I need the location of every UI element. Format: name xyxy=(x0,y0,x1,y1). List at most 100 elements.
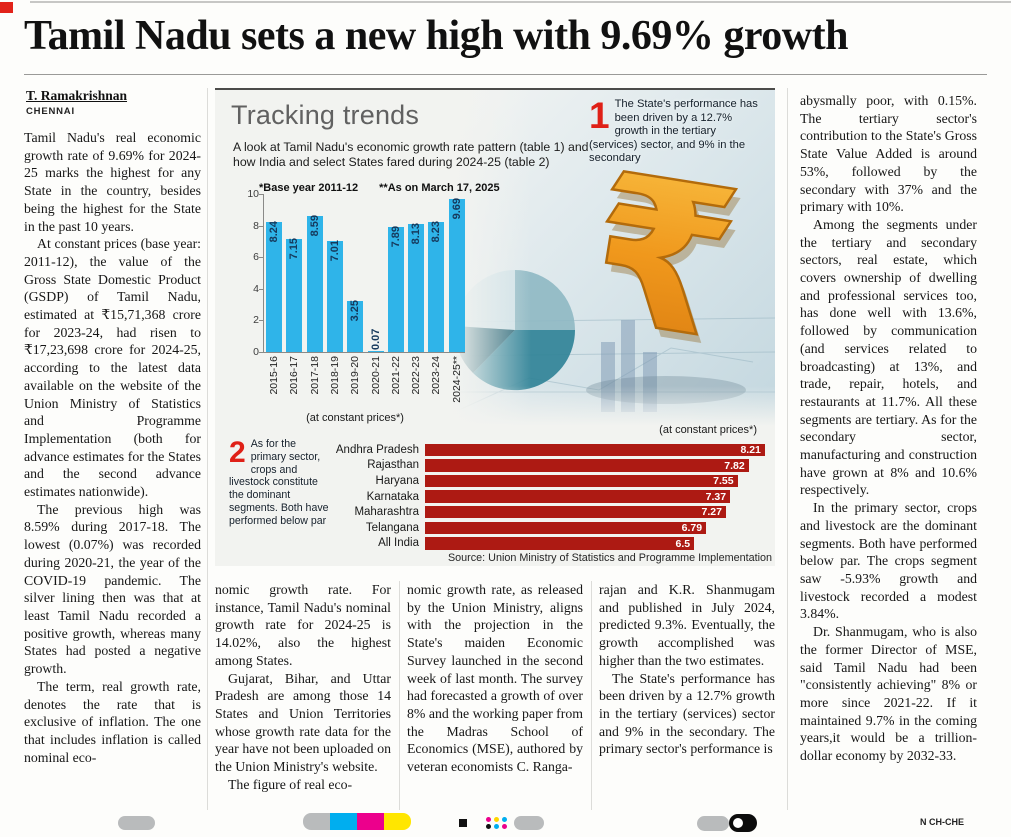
infographic-intro: A look at Tamil Nadu's economic growth r… xyxy=(233,140,589,169)
y-tick-label: 0 xyxy=(253,346,259,358)
bar xyxy=(286,239,303,352)
bar xyxy=(326,241,343,352)
paragraph: The State's performance has been driven … xyxy=(599,670,775,757)
bar xyxy=(306,216,323,352)
callout-1-text: The State's performance has been driven … xyxy=(589,98,758,165)
chart2-axis-note: (at constant prices*) xyxy=(659,424,757,436)
paragraph: abysmally poor, with 0.15%. The tertiary… xyxy=(800,93,977,215)
column-rule xyxy=(591,581,592,810)
chart-row: All India 6.5 xyxy=(227,536,772,552)
bar-label: Maharashtra xyxy=(354,506,419,519)
chart-row: Andhra Pradesh 8.21 xyxy=(227,442,772,458)
registration-pill xyxy=(118,816,155,830)
article-column-3: nomic growth rate, as released by the Un… xyxy=(407,581,583,812)
y-tick-label: 2 xyxy=(253,314,259,327)
dot-cyan xyxy=(502,817,507,822)
x-tick-label: 2018-19 xyxy=(328,356,341,395)
bar-label: Karnataka xyxy=(366,490,419,503)
y-tick-mark xyxy=(259,352,263,353)
chart-row: Haryana 7.55 xyxy=(227,473,772,489)
chart-row: Telangana 6.79 xyxy=(227,520,772,536)
bar xyxy=(448,198,465,352)
paragraph: In the primary sector, crops and livesto… xyxy=(800,500,977,622)
headline: Tamil Nadu sets a new high with 9.69% gr… xyxy=(24,13,848,59)
article-column-2: nomic growth rate. For instance, Tamil N… xyxy=(215,581,391,812)
bar-label: All India xyxy=(378,537,419,550)
x-tick-label: 2024-25** xyxy=(450,356,463,403)
x-tick-label: 2022-23 xyxy=(410,356,423,395)
bar-value: 6.79 xyxy=(681,522,703,535)
edition-code: N CH-CHE xyxy=(920,817,964,827)
paragraph: nomic growth rate. For instance, Tamil N… xyxy=(215,582,391,668)
callout-2: 2 As for the primary sector, crops and l… xyxy=(229,438,333,528)
blob-white-circle xyxy=(733,818,743,828)
article-column-4: rajan and K.R. Shanmugam and published i… xyxy=(599,581,775,812)
bar-value: 7.55 xyxy=(713,475,734,488)
growth-bar-chart: 0 2 4 6 8 10 8.24 2015-16 7.15 2016-17 8.59 2017-18… xyxy=(237,188,477,436)
y-tick-label: 10 xyxy=(247,188,259,200)
bar xyxy=(266,221,282,352)
callout-2-text: As for the primary sector, crops and liv… xyxy=(229,438,329,527)
registration-black-square xyxy=(459,819,467,827)
svg-text:₹: ₹ xyxy=(574,129,752,386)
states-bar-chart: Andhra Pradesh 8.21 Rajasthan 7.82 Haryana 7.… xyxy=(227,442,772,551)
bar-value: 8.13 xyxy=(410,222,423,244)
bar-value: 9.69 xyxy=(450,197,463,220)
bar-label: Haryana xyxy=(375,474,419,487)
strip-yellow xyxy=(384,813,411,830)
bar-value: 6.5 xyxy=(675,537,691,550)
bar-label: Rajasthan xyxy=(367,459,419,472)
y-tick-mark xyxy=(259,194,263,195)
bar: 7.55 xyxy=(425,474,738,488)
dot-yellow xyxy=(494,817,499,822)
bar xyxy=(428,221,445,352)
registration-red-square xyxy=(0,2,13,13)
paragraph: Tamil Nadu's real economic growth rate o… xyxy=(24,130,201,234)
x-tick-label: 2019-20 xyxy=(349,356,362,395)
bar-value: 7.01 xyxy=(328,240,341,262)
bar-value: 8.21 xyxy=(740,444,761,457)
paragraph: At constant prices (base year: 2011-12),… xyxy=(24,236,201,500)
byline-dateline: CHENNAI xyxy=(26,106,75,117)
bar: 7.37 xyxy=(425,490,731,503)
y-tick-label: 6 xyxy=(253,251,259,264)
bar-value: 8.59 xyxy=(308,215,321,237)
callout-1-number: 1 xyxy=(589,95,610,136)
infographic-panel: ₹ ₹ Tracking trends A look at Tamil Nadu… xyxy=(215,88,775,566)
strip-cyan xyxy=(330,813,357,830)
paragraph: Among the segments under the tertiary an… xyxy=(800,216,977,498)
dot-black xyxy=(486,824,491,829)
y-tick-mark xyxy=(259,257,263,259)
note-base-year: *Base year 2011-12 xyxy=(259,182,359,194)
source-line: Source: Union Ministry of Statistics and… xyxy=(447,552,772,564)
strip-magenta xyxy=(357,813,384,830)
chart-row: Rajasthan 7.82 xyxy=(227,458,772,474)
column-rule xyxy=(787,88,788,810)
y-tick-mark xyxy=(259,288,263,290)
dot-magenta xyxy=(502,824,507,829)
paragraph: nomic growth rate, as released by the Un… xyxy=(407,582,583,775)
strip-gray xyxy=(303,813,330,830)
y-tick-label: 4 xyxy=(253,282,259,295)
y-tick-mark xyxy=(259,225,263,227)
paragraph: Dr. Shanmugam, who is also the former Di… xyxy=(800,624,977,764)
x-tick-label: 2016-17 xyxy=(288,356,301,395)
column-rule xyxy=(399,581,400,810)
y-tick-mark xyxy=(259,320,263,322)
bar-value: 8.23 xyxy=(430,220,443,243)
bar: 8.21 xyxy=(425,443,765,457)
top-rule xyxy=(30,1,1011,3)
y-axis-line xyxy=(263,194,264,352)
paragraph: The figure of real eco- xyxy=(228,776,353,792)
bar-value: 3.25 xyxy=(349,299,362,322)
bar-value: 0.07 xyxy=(369,328,382,350)
byline-author: T. Ramakrishnan xyxy=(26,88,128,103)
dot-magenta xyxy=(486,817,491,822)
column-rule xyxy=(207,88,208,810)
color-calibration-strip xyxy=(303,813,411,830)
registration-black-blob xyxy=(729,814,757,832)
bar xyxy=(367,350,384,352)
bar-value: 7.89 xyxy=(389,226,402,248)
x-axis-line xyxy=(263,352,465,353)
